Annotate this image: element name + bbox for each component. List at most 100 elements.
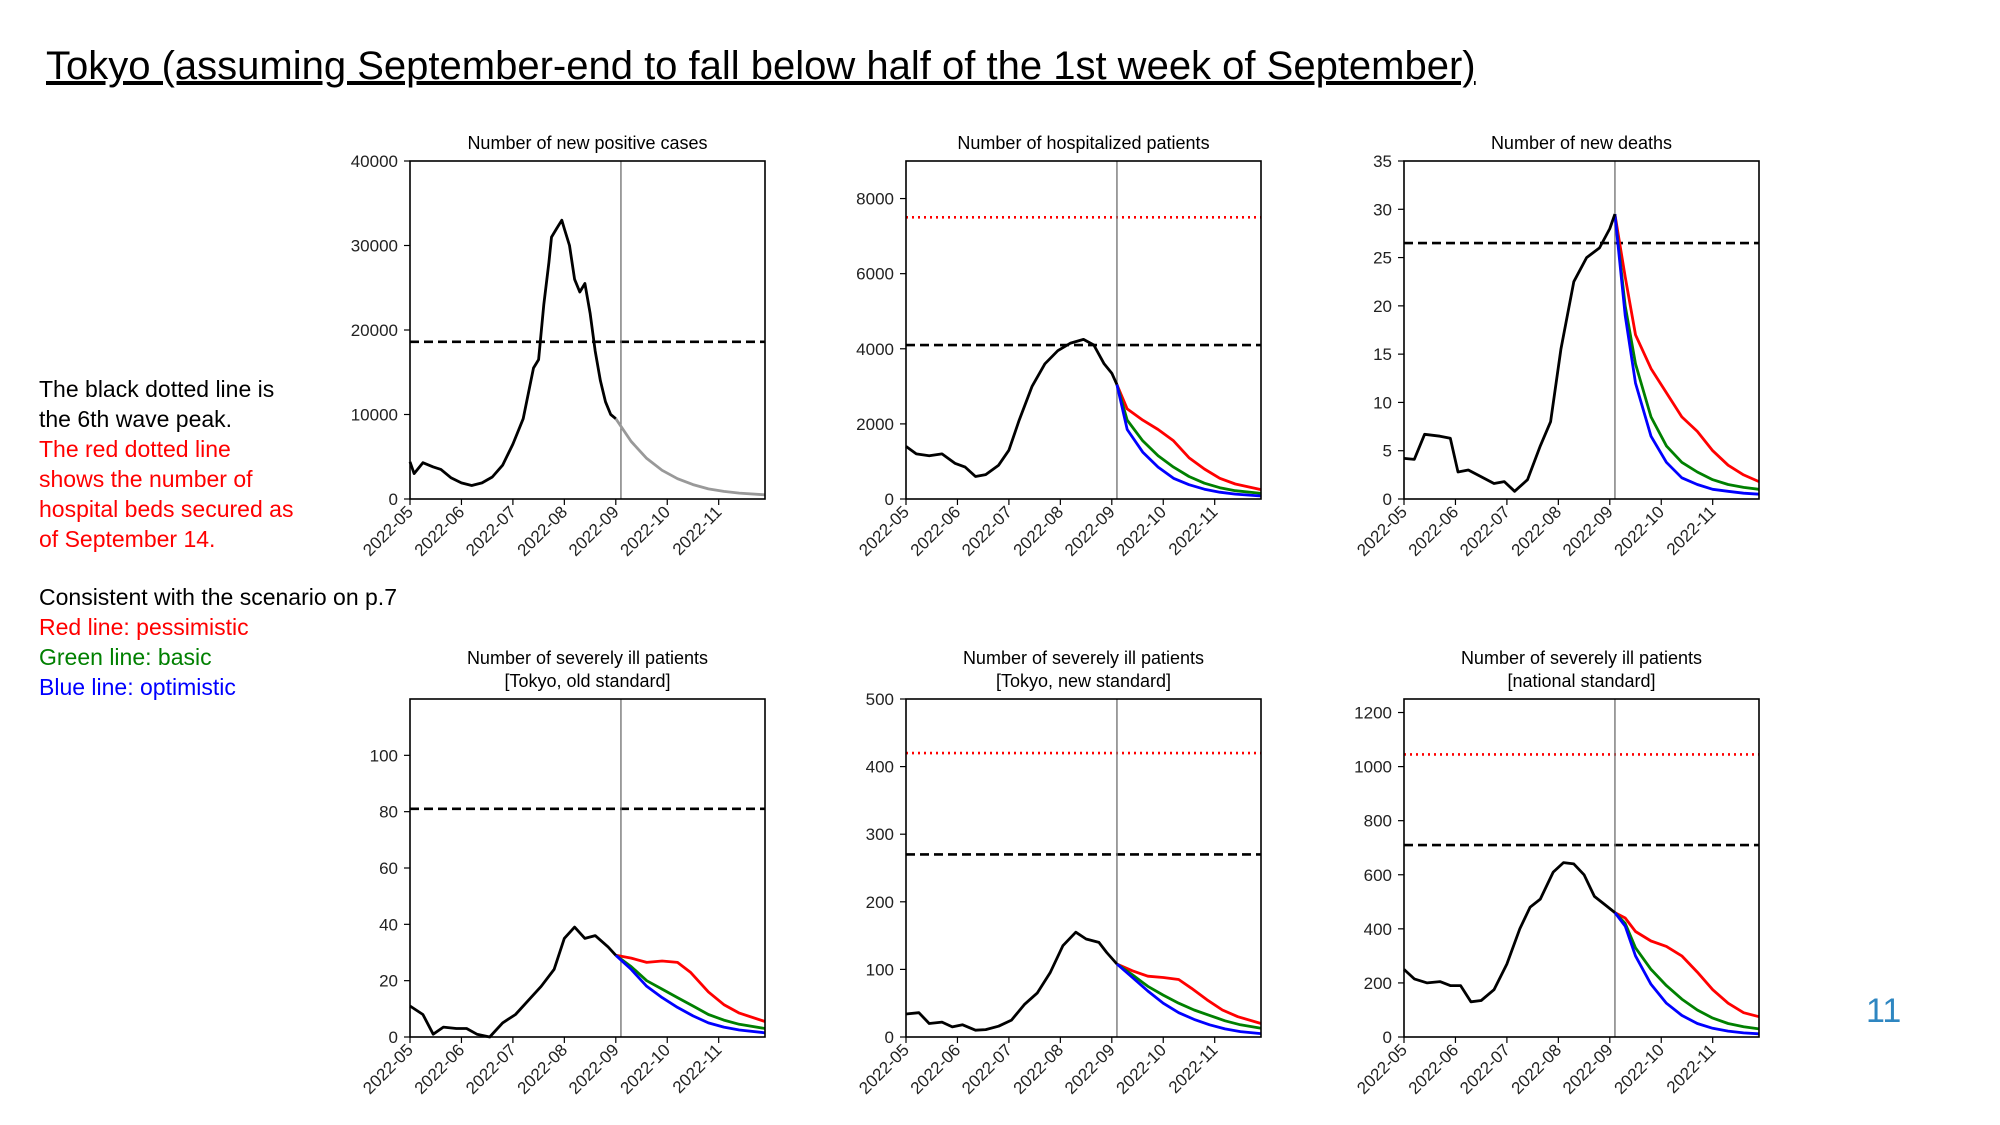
chart-1-observed-series: [408, 218, 617, 487]
chart-2-ytick-label: 8000: [856, 190, 894, 209]
chart-3-xtick-label: 2022-06: [1405, 502, 1463, 560]
chart-5-xtick-label: 2022-08: [1010, 1040, 1068, 1098]
note-wave6-line2: the 6th wave peak.: [39, 406, 233, 432]
chart-4-xtick-label: 2022-07: [462, 1040, 520, 1098]
chart-3-ytick-label: 20: [1373, 297, 1392, 316]
chart-6-xtick-label: 2022-11: [1663, 1040, 1720, 1097]
chart-4-xtick-label: 2022-11: [669, 1040, 726, 1097]
chart-5-xtick-label: 2022-07: [958, 1040, 1016, 1098]
chart-5-ytick-label: 0: [885, 1028, 894, 1047]
chart-4-xtick-label: 2022-06: [411, 1040, 469, 1098]
chart-4-ytick-label: 20: [379, 972, 398, 991]
chart-3-observed-series: [1403, 213, 1617, 493]
chart-3-frame: [1403, 160, 1760, 500]
chart-4-xtick-label: 2022-09: [565, 1040, 623, 1098]
chart-1-ytick-label: 30000: [351, 237, 398, 256]
chart-2-xtick-label: 2022-06: [907, 502, 965, 560]
chart-1-title: Number of new positive cases: [467, 133, 707, 153]
chart-5-ytick-label: 200: [866, 893, 894, 912]
chart-2-basic-series: [1115, 384, 1262, 495]
chart-2-title: Number of hospitalized patients: [957, 133, 1209, 153]
chart-5-frame: [905, 698, 1262, 1038]
chart-1-ytick-label: 20000: [351, 321, 398, 340]
chart-3-xtick-label: 2022-07: [1456, 502, 1514, 560]
chart-4-ytick-label: 100: [370, 746, 398, 765]
chart-3-basic-series: [1613, 213, 1760, 491]
legend-basic: Green line: basic: [39, 644, 212, 670]
chart-4-title: [Tokyo, old standard]: [504, 671, 670, 691]
chart-5-ytick-label: 300: [866, 825, 894, 844]
chart-2-pessimistic-series: [1115, 383, 1262, 491]
chart-6-optimistic-series: [1613, 911, 1760, 1036]
chart-3-ytick-label: 30: [1373, 200, 1392, 219]
chart-2-ytick-label: 4000: [856, 340, 894, 359]
chart-6-ytick-label: 1000: [1354, 758, 1392, 777]
chart-5-observed-series: [905, 930, 1118, 1032]
chart-3-ytick-label: 15: [1373, 345, 1392, 364]
note-beds-line2: shows the number of: [39, 466, 253, 492]
chart-4-xtick-label: 2022-10: [617, 1040, 675, 1098]
chart-3-ytick-label: 5: [1383, 442, 1392, 461]
chart-1-xtick-label: 2022-10: [617, 502, 675, 560]
chart-1-xtick-label: 2022-09: [565, 502, 623, 560]
chart-2-ytick-label: 6000: [856, 265, 894, 284]
slide-title: Tokyo (assuming September-end to fall be…: [46, 44, 1476, 88]
chart-4-ytick-label: 60: [379, 859, 398, 878]
chart-2-xtick-label: 2022-09: [1061, 502, 1119, 560]
chart-1-xtick-label: 2022-08: [514, 502, 572, 560]
chart-4-optimistic-series: [614, 954, 766, 1035]
legend-optimistic: Blue line: optimistic: [39, 674, 236, 700]
chart-2-observed-series: [905, 338, 1119, 478]
chart-5-title: Number of severely ill patients: [963, 648, 1204, 668]
note-scenario: Consistent with the scenario on p.7: [39, 584, 397, 610]
chart-6-basic-series: [1613, 911, 1760, 1031]
note-beds-line1: The red dotted line: [39, 436, 231, 462]
note-beds-line4: of September 14.: [39, 526, 216, 552]
chart-6-ytick-label: 0: [1383, 1028, 1392, 1047]
chart-3-ytick-label: 35: [1373, 152, 1392, 171]
chart-6-ytick-label: 600: [1364, 866, 1392, 885]
chart-3-title: Number of new deaths: [1491, 133, 1672, 153]
chart-2-optimistic-series: [1115, 384, 1262, 498]
chart-2-ytick-label: 2000: [856, 415, 894, 434]
chart-4-ytick-label: 80: [379, 803, 398, 822]
chart-4-xtick-label: 2022-08: [514, 1040, 572, 1098]
chart-5-basic-series: [1116, 962, 1262, 1030]
chart-6-frame: [1403, 698, 1760, 1038]
chart-6-xtick-label: 2022-10: [1611, 1040, 1669, 1098]
chart-1-ytick-label: 10000: [351, 406, 398, 425]
chart-6-ytick-label: 200: [1364, 974, 1392, 993]
chart-5-xtick-label: 2022-09: [1061, 1040, 1119, 1098]
chart-1-projection-series: [614, 417, 766, 497]
chart-4-ytick-label: 0: [389, 1028, 398, 1047]
chart-5-title: [Tokyo, new standard]: [996, 671, 1171, 691]
chart-6-ytick-label: 400: [1364, 920, 1392, 939]
chart-2-xtick-label: 2022-08: [1010, 502, 1068, 560]
chart-2-xtick-label: 2022-07: [958, 502, 1016, 560]
chart-1-xtick-label: 2022-06: [411, 502, 469, 560]
chart-5-pessimistic-series: [1116, 962, 1262, 1025]
chart-6-title: Number of severely ill patients: [1461, 648, 1702, 668]
chart-3-xtick-label: 2022-10: [1611, 502, 1669, 560]
chart-6-xtick-label: 2022-05: [1353, 1040, 1411, 1098]
chart-5-xtick-label: 2022-05: [855, 1040, 913, 1098]
chart-3-optimistic-series: [1613, 213, 1760, 496]
chart-3-pessimistic-series: [1613, 213, 1760, 483]
chart-2-xtick-label: 2022-10: [1113, 502, 1171, 560]
chart-6-ytick-label: 1200: [1354, 704, 1392, 723]
chart-3-xtick-label: 2022-09: [1559, 502, 1617, 560]
chart-2-ytick-label: 0: [885, 490, 894, 509]
chart-1-xtick-label: 2022-05: [359, 502, 417, 560]
chart-4-ytick-label: 40: [379, 915, 398, 934]
chart-2-xtick-label: 2022-11: [1165, 502, 1222, 559]
chart-5-xtick-label: 2022-10: [1113, 1040, 1171, 1098]
chart-6-observed-series: [1403, 861, 1616, 1004]
chart-4-pessimistic-series: [615, 953, 766, 1023]
chart-6-xtick-label: 2022-09: [1559, 1040, 1617, 1098]
chart-3-ytick-label: 10: [1373, 393, 1392, 412]
chart-5-optimistic-series: [1115, 962, 1262, 1035]
chart-1-xtick-label: 2022-07: [462, 502, 520, 560]
chart-4-basic-series: [614, 954, 766, 1030]
chart-3-xtick-label: 2022-11: [1663, 502, 1720, 559]
chart-6-xtick-label: 2022-08: [1508, 1040, 1566, 1098]
